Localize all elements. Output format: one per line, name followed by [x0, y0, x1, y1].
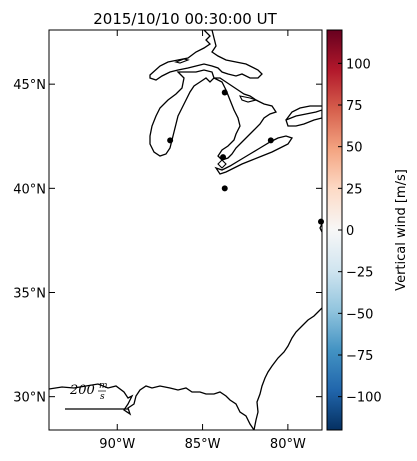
- colorbar-label: Vertical wind [m/s]: [394, 169, 409, 291]
- lake-erie: [214, 135, 294, 175]
- map-frame: [48, 29, 323, 431]
- colorbar-tick-label: 75: [346, 99, 363, 114]
- colorbar-gradient: [327, 30, 342, 430]
- lat-tick-label: 45°N: [13, 78, 46, 93]
- scale-arrow: 200 m s: [65, 381, 128, 410]
- lake-ontario: [285, 109, 322, 127]
- station-markers: [167, 89, 324, 225]
- colorbar-tick-label: −25: [346, 266, 373, 281]
- map-panel: 200 m s 90°W 85°W 80°W 45°N 40°N 35°N 30°N: [13, 29, 324, 452]
- colorbar: 100 75 50 25 0 −25 −50 −75 −100 Vertical wind [m…: [326, 29, 409, 431]
- colorbar-tick-label: 0: [346, 224, 354, 239]
- scale-arrow-unit-num: m: [99, 381, 108, 391]
- scale-arrow-unit-den: s: [100, 392, 105, 402]
- colorbar-tick-label: −100: [346, 391, 382, 406]
- map-title: 2015/10/10 00:30:00 UT: [93, 10, 277, 28]
- manitoulin-island: [239, 95, 258, 103]
- station-marker: [221, 89, 228, 96]
- lake-michigan: [149, 69, 215, 157]
- lat-tick-label: 40°N: [13, 182, 46, 197]
- lake-huron: [213, 77, 278, 161]
- st-lawrence-coast: [285, 105, 322, 121]
- colorbar-ticks: 100 75 50 25 0 −25 −50 −75 −100: [338, 57, 382, 406]
- lake-superior: [149, 30, 263, 81]
- lat-tick-label: 35°N: [13, 287, 46, 302]
- colorbar-tick-label: −75: [346, 349, 373, 364]
- east-coast-fragment: [319, 223, 322, 233]
- longitude-ticks: 90°W 85°W 80°W: [99, 30, 306, 452]
- colorbar-tick-label: 50: [346, 141, 363, 156]
- lon-tick-label: 90°W: [99, 437, 135, 452]
- station-marker: [220, 154, 227, 161]
- lake-st-clair: [217, 159, 227, 169]
- atlantic-coastline: [253, 307, 322, 430]
- station-marker: [221, 185, 228, 192]
- colorbar-tick-label: −50: [346, 307, 373, 322]
- lon-tick-label: 80°W: [270, 437, 306, 452]
- station-marker: [167, 137, 174, 144]
- gulf-coastline: [49, 383, 255, 430]
- station-marker: [318, 218, 324, 225]
- scale-arrow-value: 200: [69, 383, 95, 398]
- colorbar-tick-label: 100: [346, 57, 371, 72]
- station-marker: [267, 137, 274, 144]
- latitude-ticks: 45°N 40°N 35°N 30°N: [13, 78, 322, 406]
- lon-tick-label: 85°W: [185, 437, 221, 452]
- colorbar-tick-label: 25: [346, 182, 363, 197]
- isle-royale: [174, 58, 190, 64]
- coastlines: [49, 30, 322, 430]
- lat-tick-label: 30°N: [13, 391, 46, 406]
